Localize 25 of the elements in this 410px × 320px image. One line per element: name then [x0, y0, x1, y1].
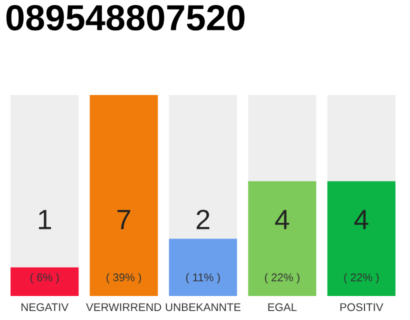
bar — [168, 238, 238, 296]
bar — [10, 267, 79, 296]
annotation: ( 22% ) — [344, 273, 379, 284]
data-label: 2 — [196, 210, 210, 230]
annotation: ( 6% ) — [30, 273, 59, 284]
annotation: ( 39% ) — [106, 273, 142, 284]
data-label: 4 — [275, 210, 290, 230]
x-tick-label: POSITIV — [340, 303, 384, 312]
x-tick-label: UNBEKANNTE — [166, 303, 240, 312]
bar — [248, 95, 316, 182]
bar — [248, 181, 316, 296]
bar — [327, 95, 396, 182]
bar — [327, 181, 396, 296]
annotation: ( 22% ) — [264, 273, 300, 284]
bar — [10, 95, 79, 268]
x-tick-label: VERWIRREND — [86, 303, 162, 311]
data-label: 7 — [118, 210, 130, 230]
bar — [90, 95, 158, 296]
chart-title: 089548807520 — [6, 4, 245, 31]
bar — [168, 95, 238, 239]
annotation: ( 11% ) — [186, 273, 220, 284]
x-tick-label: NEGATIV — [22, 303, 69, 312]
x-tick-label: EGAL — [268, 303, 297, 312]
data-label: 4 — [354, 210, 368, 230]
data-label: 1 — [38, 210, 51, 230]
